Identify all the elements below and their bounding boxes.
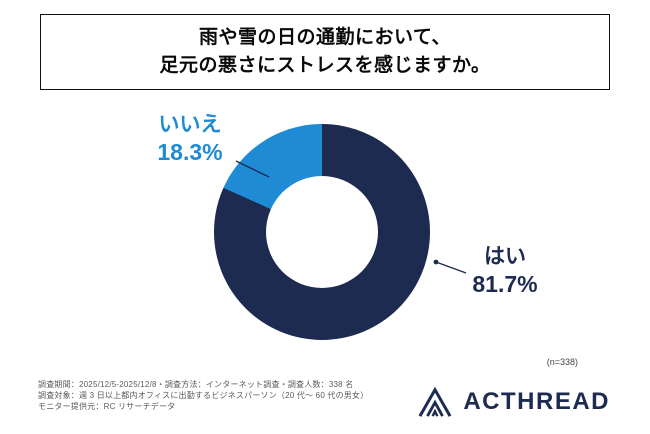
acthread-logo-icon (418, 386, 452, 417)
callout-yes-label: はい (484, 245, 526, 268)
survey-note-line-1: 調査期間：2025/12/5-2025/12/8・調査方法：インターネット調査・… (38, 380, 354, 389)
donut-hole (266, 176, 378, 288)
callout-no: いいえ 18.3% (128, 112, 252, 167)
donut-chart (214, 124, 430, 340)
yes-leader-dot (433, 259, 439, 265)
callout-yes: はい 81.7% (452, 244, 558, 299)
acthread-logo: ACTHREAD (416, 386, 610, 418)
sample-size-label: (n=338) (546, 357, 578, 367)
callout-no-value: 18.3% (157, 139, 223, 165)
title-line-2: 足元の悪さにストレスを感じますか。 (159, 55, 491, 76)
survey-note-line-2: 調査対象：週 3 日以上都内オフィスに出勤するビジネスパーソン（20 代～ 60… (38, 391, 369, 400)
survey-notes: 調査期間：2025/12/5-2025/12/8・調査方法：インターネット調査・… (38, 379, 368, 412)
callout-no-label: いいえ (158, 113, 222, 136)
acthread-logo-text: ACTHREAD (463, 388, 610, 415)
callout-yes-value: 81.7% (472, 271, 538, 297)
title-line-1: 雨や雪の日の通勤において、 (199, 27, 451, 48)
survey-note-line-3: モニター提供元：RC リサーチデータ (38, 402, 176, 411)
survey-question-title-box: 雨や雪の日の通勤において、 足元の悪さにストレスを感じますか。 (40, 14, 610, 90)
